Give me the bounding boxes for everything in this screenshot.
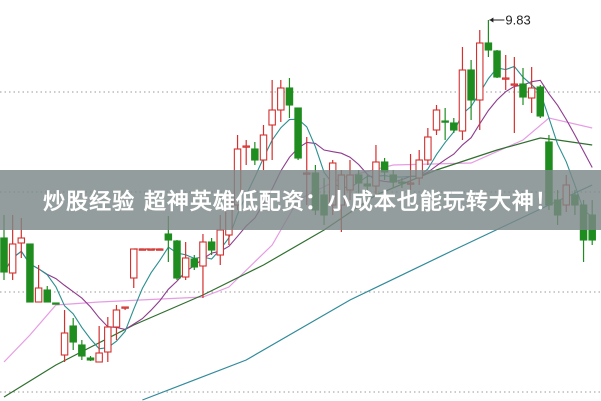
candle-up bbox=[60, 332, 69, 356]
candle-down bbox=[207, 241, 216, 251]
candle-up bbox=[121, 306, 129, 309]
candle-down bbox=[450, 122, 458, 131]
candle-up bbox=[130, 248, 138, 279]
candle-down bbox=[294, 107, 302, 159]
candle-up bbox=[104, 326, 112, 353]
banner-title: 炒股经验 超神英雄低配资：小成本也能玩转大神！ bbox=[43, 190, 558, 215]
candle-down bbox=[484, 42, 493, 51]
candle-up bbox=[501, 77, 510, 80]
candle-down bbox=[69, 325, 77, 343]
peak-arrow-icon bbox=[489, 17, 494, 23]
candle-down bbox=[173, 240, 181, 279]
candle-down bbox=[519, 83, 527, 98]
candle-down bbox=[536, 86, 545, 117]
candle-down bbox=[26, 243, 34, 303]
candle-down bbox=[441, 120, 449, 123]
candle-up bbox=[268, 109, 276, 126]
candle-down bbox=[164, 233, 173, 241]
title-banner: 炒股经验 超神英雄低配资：小成本也能玩转大神！ bbox=[0, 170, 601, 230]
candle-up bbox=[95, 352, 103, 363]
candle-down bbox=[43, 289, 51, 303]
candle-down bbox=[467, 69, 475, 101]
candle-up bbox=[147, 248, 155, 251]
candle-up bbox=[8, 243, 17, 274]
candle-down bbox=[251, 148, 259, 161]
candle-up bbox=[510, 83, 519, 86]
candle-up bbox=[242, 145, 250, 148]
candle-down bbox=[52, 302, 60, 305]
candle-up bbox=[527, 87, 536, 99]
candle-up bbox=[216, 229, 225, 256]
candle-up bbox=[17, 237, 26, 244]
candle-up bbox=[458, 69, 467, 132]
candle-down bbox=[0, 237, 8, 273]
candle-down bbox=[285, 87, 294, 106]
candle-up bbox=[34, 287, 43, 303]
candle-down bbox=[86, 357, 95, 361]
candle-up bbox=[277, 87, 285, 111]
candle-down bbox=[190, 258, 199, 268]
candle-up bbox=[199, 241, 207, 267]
candle-up bbox=[181, 257, 190, 278]
candle-down bbox=[493, 50, 501, 78]
peak-price-label: 9.83 bbox=[505, 13, 530, 28]
candle-up bbox=[112, 309, 121, 328]
candle-up bbox=[424, 136, 432, 161]
candle-up bbox=[432, 109, 441, 131]
candle-up bbox=[259, 134, 268, 161]
candle-down bbox=[78, 344, 86, 357]
candle-up bbox=[475, 42, 484, 101]
